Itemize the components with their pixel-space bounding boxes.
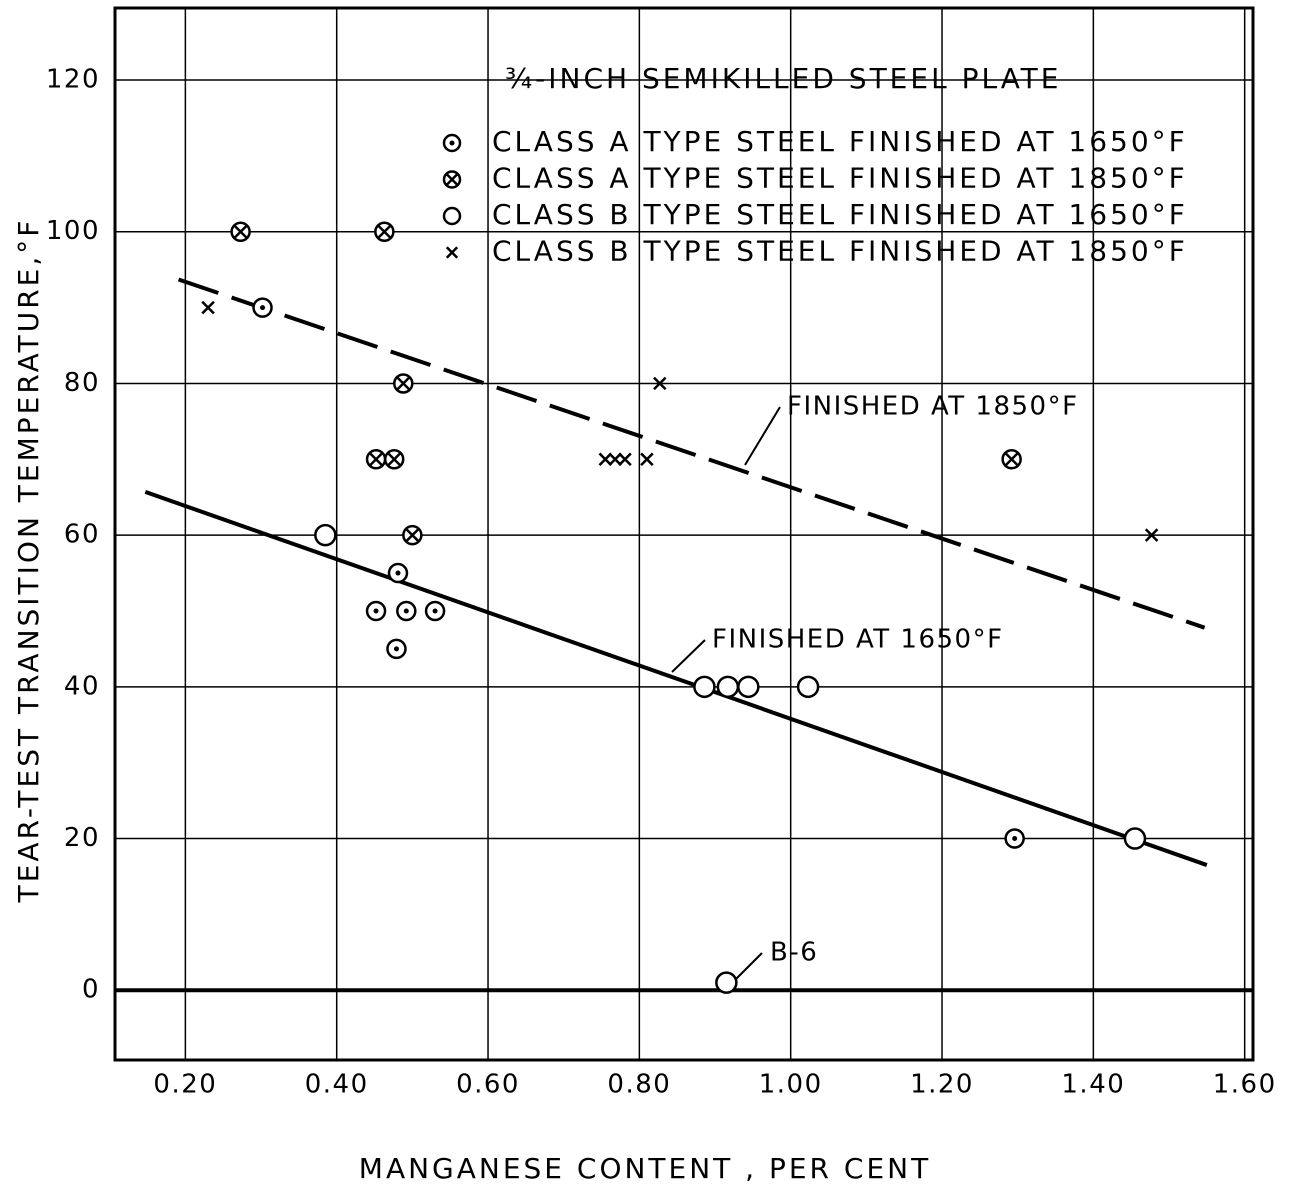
point-dot (395, 570, 401, 576)
point-cross (445, 173, 459, 186)
point-cross (653, 376, 667, 391)
point-dot (373, 608, 379, 614)
point (737, 675, 760, 699)
point (716, 675, 740, 699)
x-tick-label: 0.80 (607, 1070, 671, 1100)
point (1004, 828, 1025, 849)
legend-label: CLASS A TYPE STEEL FINISHED AT 1650°F (492, 125, 1188, 158)
point (424, 600, 446, 622)
point-cross (233, 224, 248, 239)
point (396, 600, 417, 622)
point (1144, 528, 1159, 542)
point (618, 452, 632, 467)
annotation-leader (671, 639, 706, 673)
y-tick-label: 80 (64, 368, 100, 398)
legend-marker (442, 170, 462, 189)
x-tick-label: 1.00 (759, 1070, 823, 1100)
annotation: FINISHED AT 1650°F (712, 625, 1004, 655)
point-shape (1123, 827, 1147, 850)
x-tick-label: 1.40 (1061, 1070, 1125, 1100)
point-shape (716, 675, 740, 699)
point-cross (618, 452, 632, 467)
point (1123, 827, 1147, 850)
point-dot (403, 608, 409, 614)
point (402, 524, 423, 546)
point (252, 297, 273, 318)
y-tick-label: 60 (64, 520, 100, 550)
x-tick-label: 1.20 (910, 1070, 974, 1100)
annotation: FINISHED AT 1850°F (787, 392, 1079, 422)
point-dot (260, 305, 266, 311)
point-cross (640, 452, 654, 467)
point-cross (598, 452, 613, 467)
legend-label: CLASS B TYPE STEEL FINISHED AT 1850°F (492, 235, 1188, 268)
point (715, 971, 738, 994)
point-shape (796, 675, 820, 699)
point (640, 452, 654, 467)
point-shape (442, 206, 462, 226)
point-dot (1012, 836, 1018, 842)
point-cross (608, 452, 622, 467)
annotation-leader (734, 952, 763, 981)
point-dot (393, 646, 399, 652)
point-cross (377, 224, 392, 239)
point (374, 221, 395, 242)
point (230, 221, 251, 242)
plot-frame (113, 6, 1255, 1062)
x-tick-label: 1.60 (1213, 1070, 1277, 1100)
point-shape (715, 971, 738, 994)
point (796, 675, 820, 699)
point (608, 452, 622, 467)
point (383, 449, 405, 470)
point-cross (201, 300, 215, 315)
legend-marker (442, 133, 462, 153)
x-tick-label: 0.20 (153, 1070, 217, 1100)
fit-line (144, 490, 1208, 867)
point (387, 562, 409, 584)
point-cross (396, 376, 411, 391)
point (365, 449, 387, 470)
legend-marker (445, 246, 459, 259)
point-dot (449, 140, 455, 146)
fit-line (177, 277, 1206, 630)
point-dot (432, 608, 438, 614)
y-tick-label: 0 (82, 975, 100, 1005)
x-tick-label: 0.60 (456, 1070, 520, 1100)
annotation-leader (744, 406, 781, 466)
point (598, 452, 613, 467)
y-tick-label: 100 (46, 216, 100, 246)
y-axis-label: TEAR-TEST TRANSITION TEMPERATURE,°F (12, 218, 45, 904)
x-axis-label: MANGANESE CONTENT , PER CENT (359, 1152, 931, 1185)
point-cross (445, 246, 459, 259)
legend-marker (442, 206, 462, 226)
point-cross (405, 527, 420, 543)
legend-label: CLASS A TYPE STEEL FINISHED AT 1850°F (492, 162, 1188, 195)
point-shape (314, 523, 337, 547)
y-tick-label: 20 (64, 823, 100, 853)
y-tick-label: 40 (64, 671, 100, 701)
chart-title: ¾-INCH SEMIKILLED STEEL PLATE (505, 62, 1061, 95)
point (653, 376, 667, 391)
point-cross (1004, 452, 1019, 467)
point-shape (737, 675, 760, 699)
point (393, 373, 414, 394)
annotation: B-6 (770, 938, 818, 968)
point-cross (1144, 528, 1159, 542)
point (365, 600, 387, 622)
y-tick-label: 120 (46, 65, 100, 95)
x-tick-label: 0.40 (305, 1070, 369, 1100)
legend-label: CLASS B TYPE STEEL FINISHED AT 1650°F (492, 198, 1188, 231)
point (386, 638, 407, 660)
point (1001, 449, 1022, 470)
point (201, 300, 215, 315)
point (314, 523, 337, 547)
point-shape (693, 675, 716, 699)
point-cross (368, 452, 384, 467)
point (693, 675, 716, 699)
point-cross (387, 452, 402, 467)
